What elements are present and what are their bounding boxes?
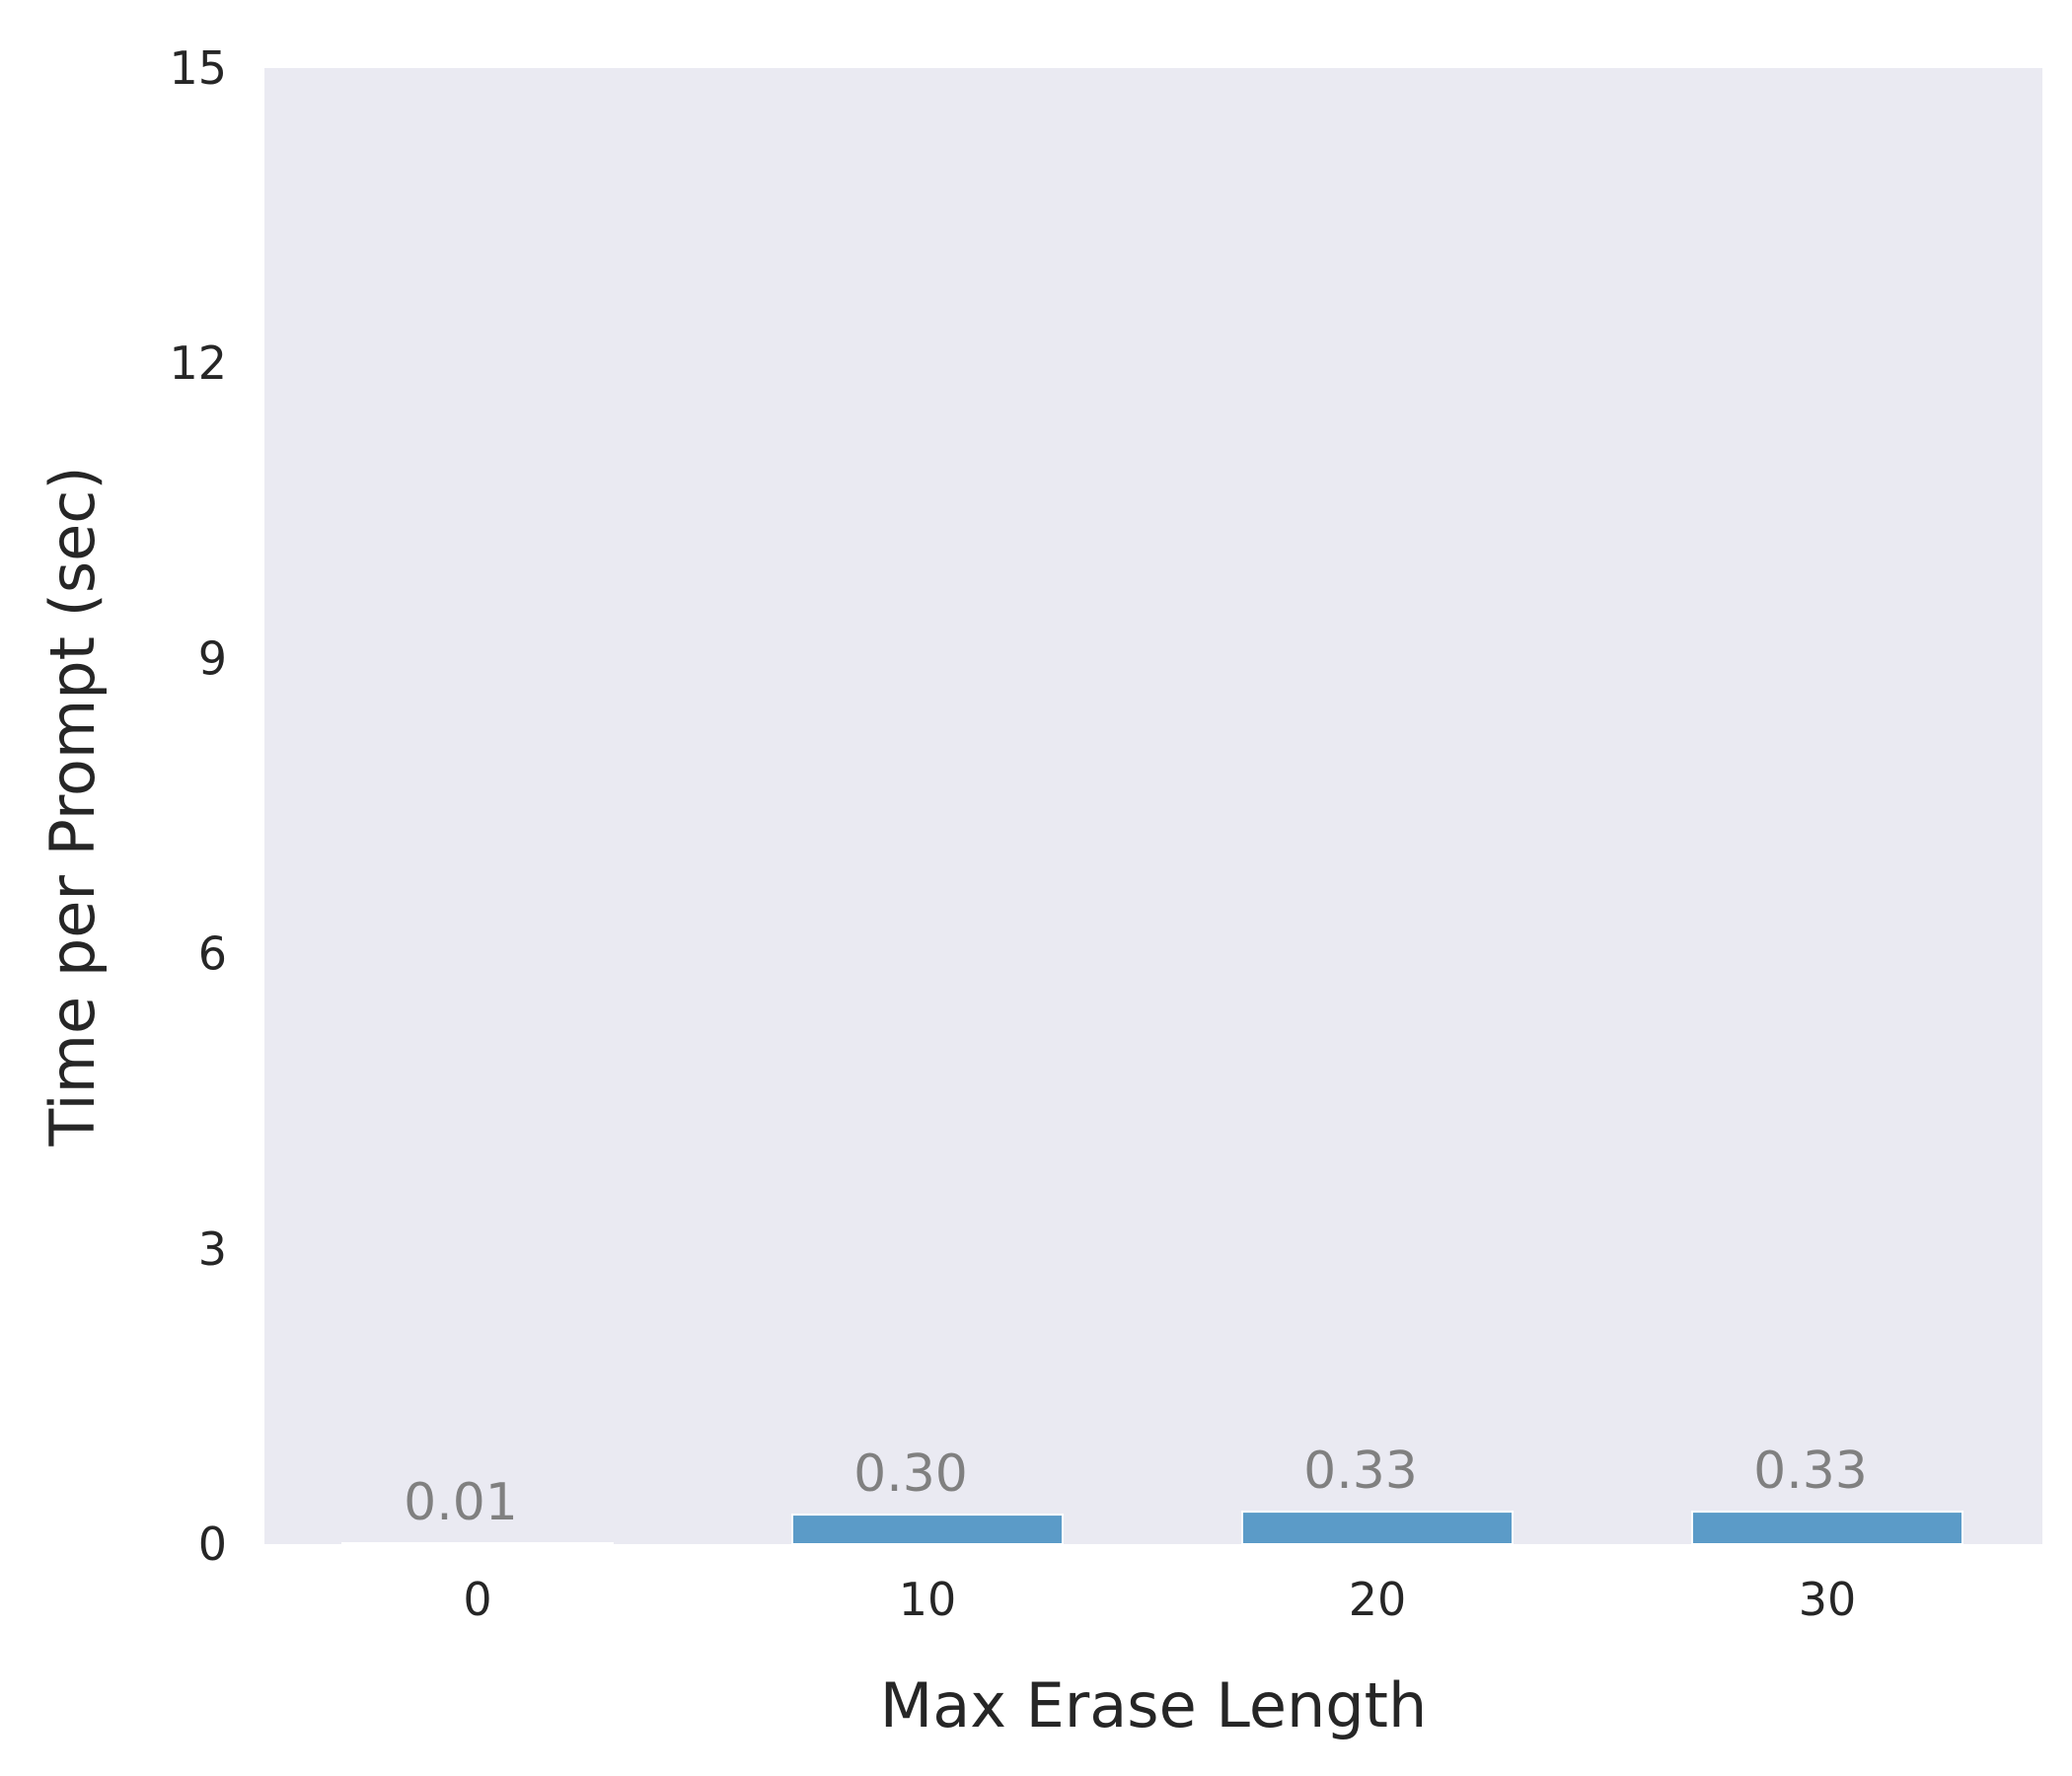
x-tick-label: 30 [1799,1573,1857,1626]
y-tick-label: 12 [169,336,227,390]
bar [1241,1511,1514,1546]
bar [341,1542,614,1546]
bar-value-label: 0.01 [404,1473,518,1532]
y-axis-ticks: 0 3 6 9 12 15 [169,41,227,1571]
y-axis-label: Time per Prompt (sec) [37,466,109,1147]
bars [341,1511,1963,1546]
plot-background [264,68,2042,1544]
y-tick-label: 9 [198,631,227,685]
x-tick-label: 10 [899,1573,957,1626]
x-axis-ticks: 0 10 20 30 [463,1573,1856,1626]
x-axis-label: Max Erase Length [880,1669,1428,1741]
bar-value-label: 0.30 [853,1444,968,1504]
bar-value-label: 0.33 [1303,1442,1418,1501]
y-tick-label: 15 [169,41,227,95]
data-labels: 0.01 0.30 0.33 0.33 [404,1442,1868,1532]
x-tick-label: 0 [463,1573,491,1626]
x-tick-label: 20 [1349,1573,1407,1626]
bar-value-label: 0.33 [1753,1442,1868,1501]
bar [791,1514,1064,1545]
bar [1691,1511,1963,1546]
y-tick-label: 6 [198,927,227,981]
y-tick-label: 0 [198,1517,227,1571]
y-tick-label: 3 [198,1222,227,1276]
